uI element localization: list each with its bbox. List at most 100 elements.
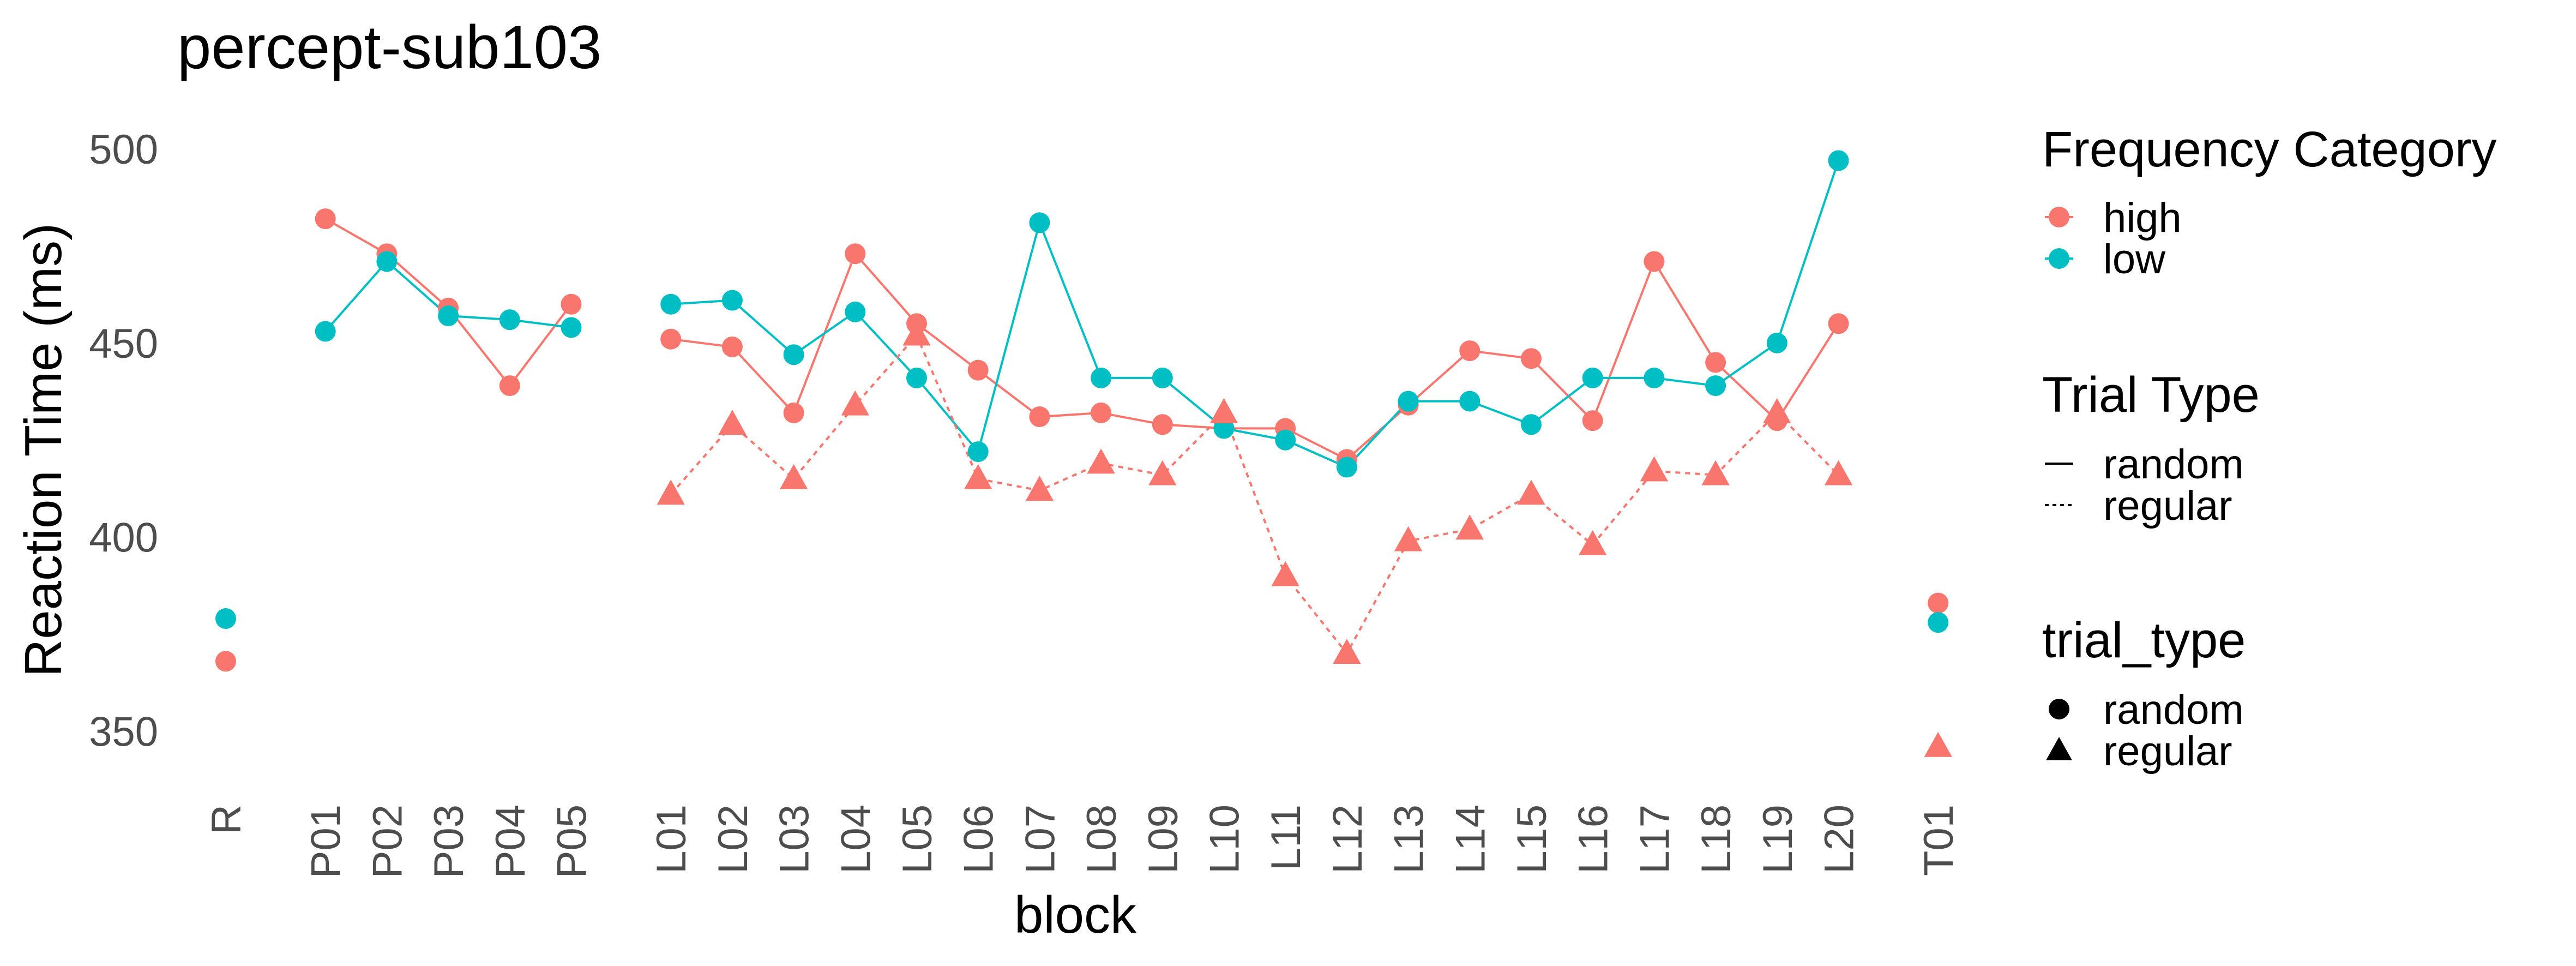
data-point-high-random [1029,406,1050,428]
data-point-high-regular [1579,530,1607,555]
legend-label-shape-regular: regular [2103,728,2232,775]
y-tick-label: 450 [89,321,158,367]
legend-label-frequency-high: high [2103,195,2182,241]
x-tick-label: T01 [1916,805,1962,876]
data-point-low-random [1521,414,1542,435]
x-axis-title: block [1014,886,1137,944]
data-point-high-regular [657,479,685,505]
data-point-high-random [845,243,866,265]
y-tick-label: 500 [89,127,158,173]
data-point-low-random [1152,367,1173,388]
data-point-low-random [561,317,582,338]
data-point-high-random [721,336,743,357]
legend-key-point-low [2049,248,2069,269]
x-tick-label: L19 [1755,805,1801,874]
legend-key-circle [2049,699,2069,719]
data-point-high-random [315,208,336,230]
x-tick-label: L03 [772,805,818,874]
data-point-low-random [783,344,804,365]
data-point-low-random [660,293,682,315]
x-tick-label: L20 [1816,805,1863,874]
x-tick-label: L14 [1447,805,1494,874]
data-point-high-random [783,402,804,423]
data-point-high-regular [1148,460,1177,485]
data-point-high-regular [1640,456,1669,482]
data-point-low-random [721,290,743,311]
data-point-low-random [845,301,866,322]
x-tick-label: L10 [1202,805,1248,874]
data-point-high-regular [1517,479,1545,505]
x-tick-label: P05 [549,805,595,878]
data-point-high-random [660,328,682,350]
data-point-high-random [1705,352,1726,373]
data-point-high-random [561,293,582,315]
data-point-low-random [1582,367,1603,388]
data-point-high-random [1152,414,1173,435]
chart-title: percept-sub103 [177,13,601,81]
data-point-low-random [906,367,927,388]
data-point-low-random [1275,429,1296,451]
data-point-high-random [1091,402,1112,423]
x-tick-label: L12 [1325,805,1371,874]
x-tick-label: L09 [1140,805,1187,874]
legend-key-point-high [2049,207,2069,227]
x-tick-label: P01 [303,805,350,878]
data-point-low-random [438,305,459,327]
data-point-high-regular [779,464,808,489]
data-point-low-random [215,608,236,629]
data-point-low-random [1398,391,1419,412]
data-point-high-regular [1924,731,1952,757]
data-point-low-random [1336,457,1357,478]
x-tick-label: L13 [1386,805,1433,874]
data-point-high-regular [1455,514,1484,540]
x-tick-label: L07 [1017,805,1063,874]
legend-label-shape-random: random [2103,687,2244,733]
legend-label-linetype-regular: regular [2103,483,2232,529]
legend-title-frequency: Frequency Category [2042,122,2497,177]
data-point-high-random [215,651,236,672]
data-point-high-regular [1394,526,1423,551]
data-point-low-random [1644,367,1665,388]
y-axis: 350 400 450 500 [89,127,158,755]
x-tick-label: P04 [487,805,534,878]
data-point-high-regular [1271,561,1299,586]
data-point-low-random [315,321,336,342]
series-line-high-regular [670,333,1839,656]
legend-title-trial-type: Trial Type [2042,367,2260,423]
data-point-high-regular [718,410,747,435]
data-point-high-regular [1701,460,1730,485]
plot-area [215,150,1952,757]
data-point-low-random [499,309,520,331]
data-point-high-random [1928,592,1949,614]
data-point-high-regular [1763,398,1791,423]
y-tick-label: 400 [89,515,158,561]
data-point-high-regular [964,464,992,489]
x-tick-label: L06 [956,805,1002,874]
data-point-low-random [1029,212,1050,233]
data-point-high-random [499,375,520,397]
data-point-high-regular [1087,448,1115,474]
data-point-high-regular [841,390,869,416]
y-axis-title: Reaction Time (ms) [14,223,73,677]
x-tick-label: L17 [1632,805,1678,874]
data-point-low-random [1766,332,1787,353]
x-tick-label: L05 [894,805,941,874]
x-tick-label: P03 [426,805,472,878]
data-point-high-random [1459,340,1480,362]
x-axis: R P01 P02 P03 P04 P05 L01 L02 L03 L04 L05 L06 L07 L08… [203,805,1962,878]
legend-title-shape: trial_type [2042,613,2246,668]
data-point-low-random [1213,418,1235,439]
data-point-high-random [1521,348,1542,369]
data-point-high-random [1644,251,1665,272]
x-tick-label: L11 [1263,805,1309,871]
data-point-high-regular [902,320,931,346]
data-point-high-random [1828,313,1849,334]
x-tick-label: L02 [710,805,756,874]
data-point-low-random [1459,391,1480,412]
x-tick-label: L18 [1693,805,1740,874]
legend-label-linetype-random: random [2103,441,2244,488]
x-tick-label: L04 [833,805,879,874]
legend-label-frequency-low: low [2103,236,2166,283]
data-point-low-random [1091,367,1112,388]
